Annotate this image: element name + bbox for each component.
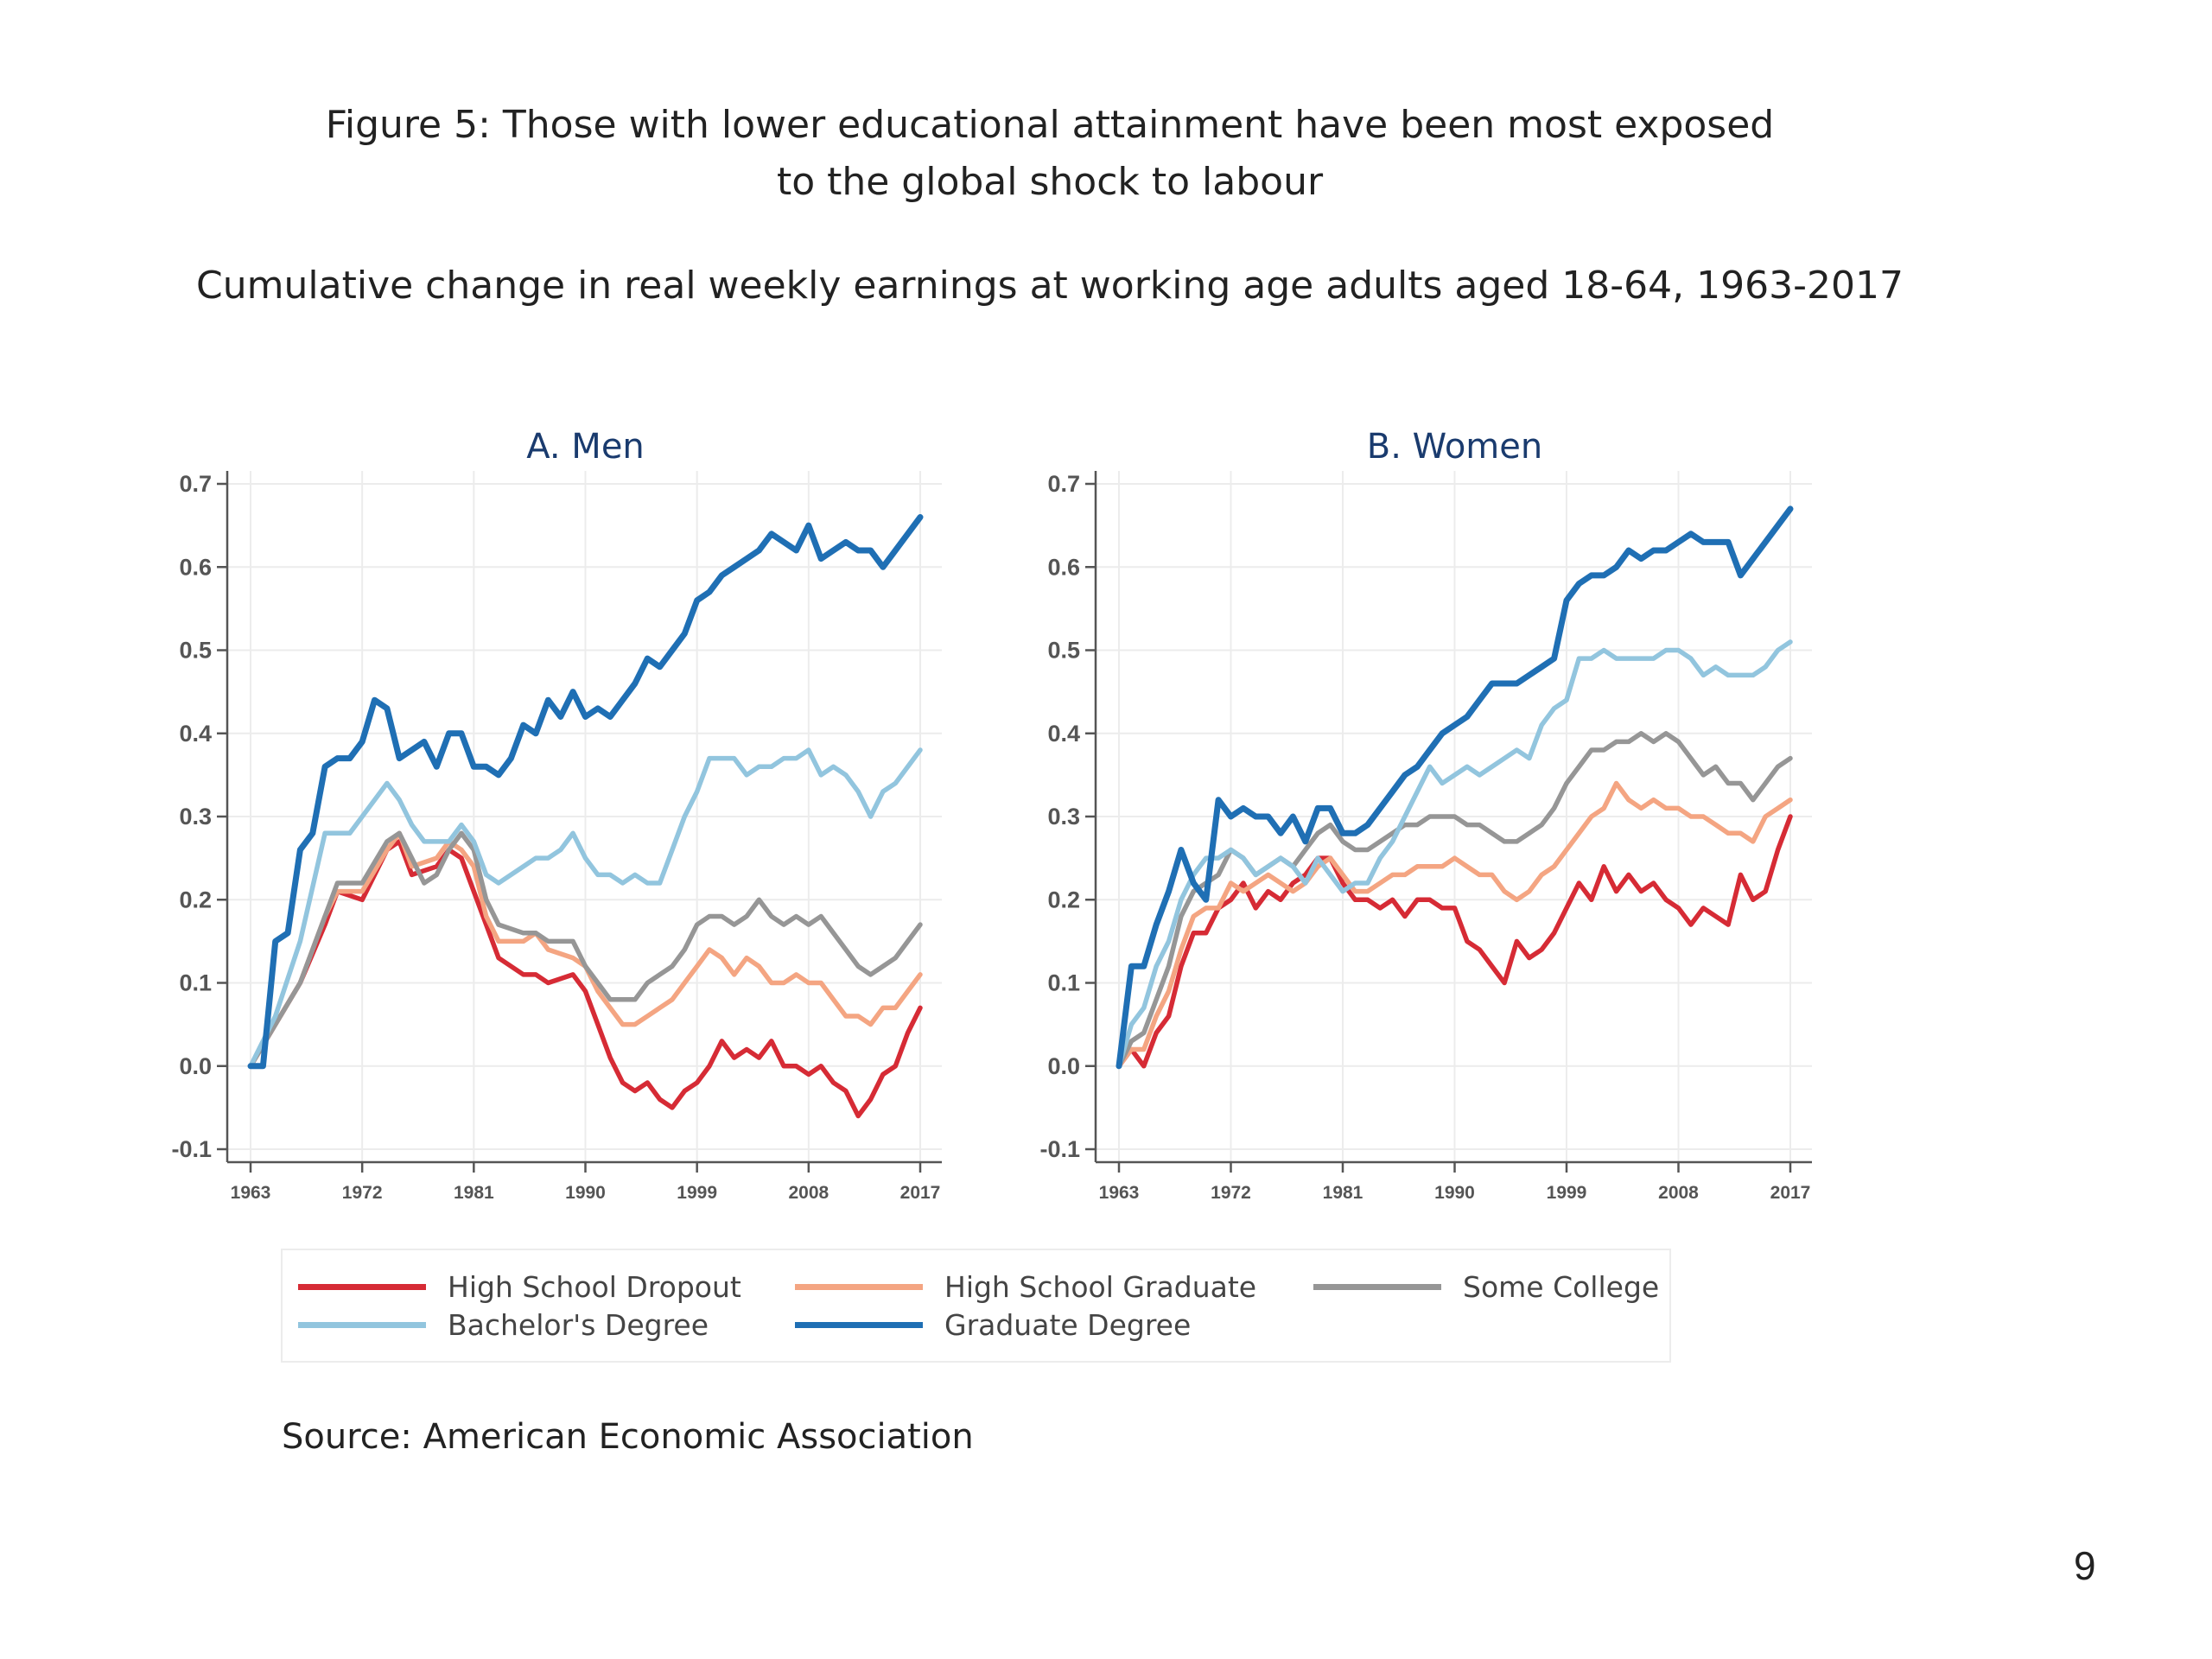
legend-label: Bachelor's Degree <box>448 1307 709 1342</box>
x-tick-label: 1963 <box>231 1183 271 1203</box>
figure-title-line-2: to the global shock to labour <box>776 160 1324 204</box>
legend-swatch <box>795 1283 923 1290</box>
legend-label: Graduate Degree <box>944 1307 1192 1342</box>
y-tick-label: 0.3 <box>179 804 212 830</box>
figure-title: Figure 5: Those with lower educational a… <box>0 97 2100 211</box>
legend-swatch <box>298 1283 426 1290</box>
x-tick-label: 1999 <box>677 1183 717 1203</box>
series-line-graduate-degree <box>247 514 924 1070</box>
x-tick-label: 2017 <box>1770 1183 1811 1203</box>
y-tick-label: 0.5 <box>179 638 212 664</box>
chart-title: A. Men <box>526 427 645 467</box>
chart-title: B. Women <box>1367 427 1542 467</box>
legend-item-high-school-graduate: High School Graduate <box>795 1268 1256 1306</box>
y-tick-label: 0.5 <box>1047 638 1080 664</box>
y-tick-label: -0.1 <box>1039 1136 1080 1162</box>
y-tick-label: 0.1 <box>179 970 212 996</box>
series-line-bachelor-s-degree <box>248 747 923 1069</box>
x-tick-label: 2008 <box>788 1183 829 1203</box>
y-tick-label: 0.6 <box>1047 554 1080 580</box>
series-line-high-school-dropout <box>1116 814 1793 1069</box>
x-tick-label: 1972 <box>1211 1183 1251 1203</box>
x-tick-label: 1981 <box>1323 1183 1363 1203</box>
page-number: 9 <box>2074 1543 2096 1588</box>
source-note: Source: American Economic Association <box>282 1417 974 1457</box>
series-line-graduate-degree <box>1116 505 1794 1070</box>
figure-title-line-1: Figure 5: Those with lower educational a… <box>325 103 1775 147</box>
series-line-bachelor-s-degree <box>1116 639 1793 1069</box>
chart-panel-men: A. Men -0.1 0.0 0.1 0.2 0.3 0.4 0.5 0.6 0.7 1963 19… <box>171 427 942 1203</box>
x-tick-label: 2017 <box>900 1183 941 1203</box>
legend-label: High School Dropout <box>448 1269 741 1304</box>
x-tick-label: 2008 <box>1658 1183 1699 1203</box>
x-tick-label: 1990 <box>1434 1183 1475 1203</box>
legend-item-some-college: Some College <box>1313 1268 1659 1306</box>
y-tick-label: 0.3 <box>1047 804 1080 830</box>
y-tick-label: 0.2 <box>179 887 212 912</box>
series-line-high-school-dropout <box>248 839 923 1119</box>
legend-label: High School Graduate <box>944 1269 1257 1304</box>
y-tick-label: 0.7 <box>1047 471 1080 497</box>
y-tick-label: 0.6 <box>179 554 212 580</box>
series-line-high-school-graduate <box>1116 780 1793 1069</box>
legend-swatch <box>1313 1283 1441 1290</box>
y-tick-label: 0.7 <box>179 471 212 497</box>
legend-swatch <box>298 1321 426 1328</box>
chart-panel-women: B. Women -0.1 0.0 0.1 0.2 0.3 0.4 0.5 0.6 0.7 1963… <box>1039 427 1812 1203</box>
series-line-high-school-graduate <box>248 830 923 1069</box>
legend-item-graduate-degree: Graduate Degree <box>795 1306 1191 1344</box>
legend-swatch <box>795 1321 923 1328</box>
y-tick-label: 0.1 <box>1047 970 1080 996</box>
series-line-some-college <box>248 830 923 1069</box>
y-tick-label: 0.0 <box>1047 1053 1080 1079</box>
chart-legend: High School Dropout Bachelor's Degree Hi… <box>281 1249 1671 1363</box>
y-tick-label: 0.4 <box>1047 721 1080 747</box>
x-tick-label: 1963 <box>1099 1183 1140 1203</box>
y-tick-label: 0.4 <box>179 721 212 747</box>
x-tick-label: 1972 <box>342 1183 383 1203</box>
legend-label: Some College <box>1463 1269 1660 1304</box>
y-tick-label: -0.1 <box>171 1136 212 1162</box>
x-tick-label: 1999 <box>1547 1183 1587 1203</box>
y-tick-label: 0.2 <box>1047 887 1080 912</box>
x-tick-label: 1990 <box>565 1183 606 1203</box>
figure-subtitle: Cumulative change in real weekly earning… <box>196 264 1904 308</box>
legend-item-high-school-dropout: High School Dropout <box>298 1268 741 1306</box>
y-tick-label: 0.0 <box>179 1053 212 1079</box>
legend-item-bachelors-degree: Bachelor's Degree <box>298 1306 709 1344</box>
x-tick-label: 1981 <box>454 1183 494 1203</box>
